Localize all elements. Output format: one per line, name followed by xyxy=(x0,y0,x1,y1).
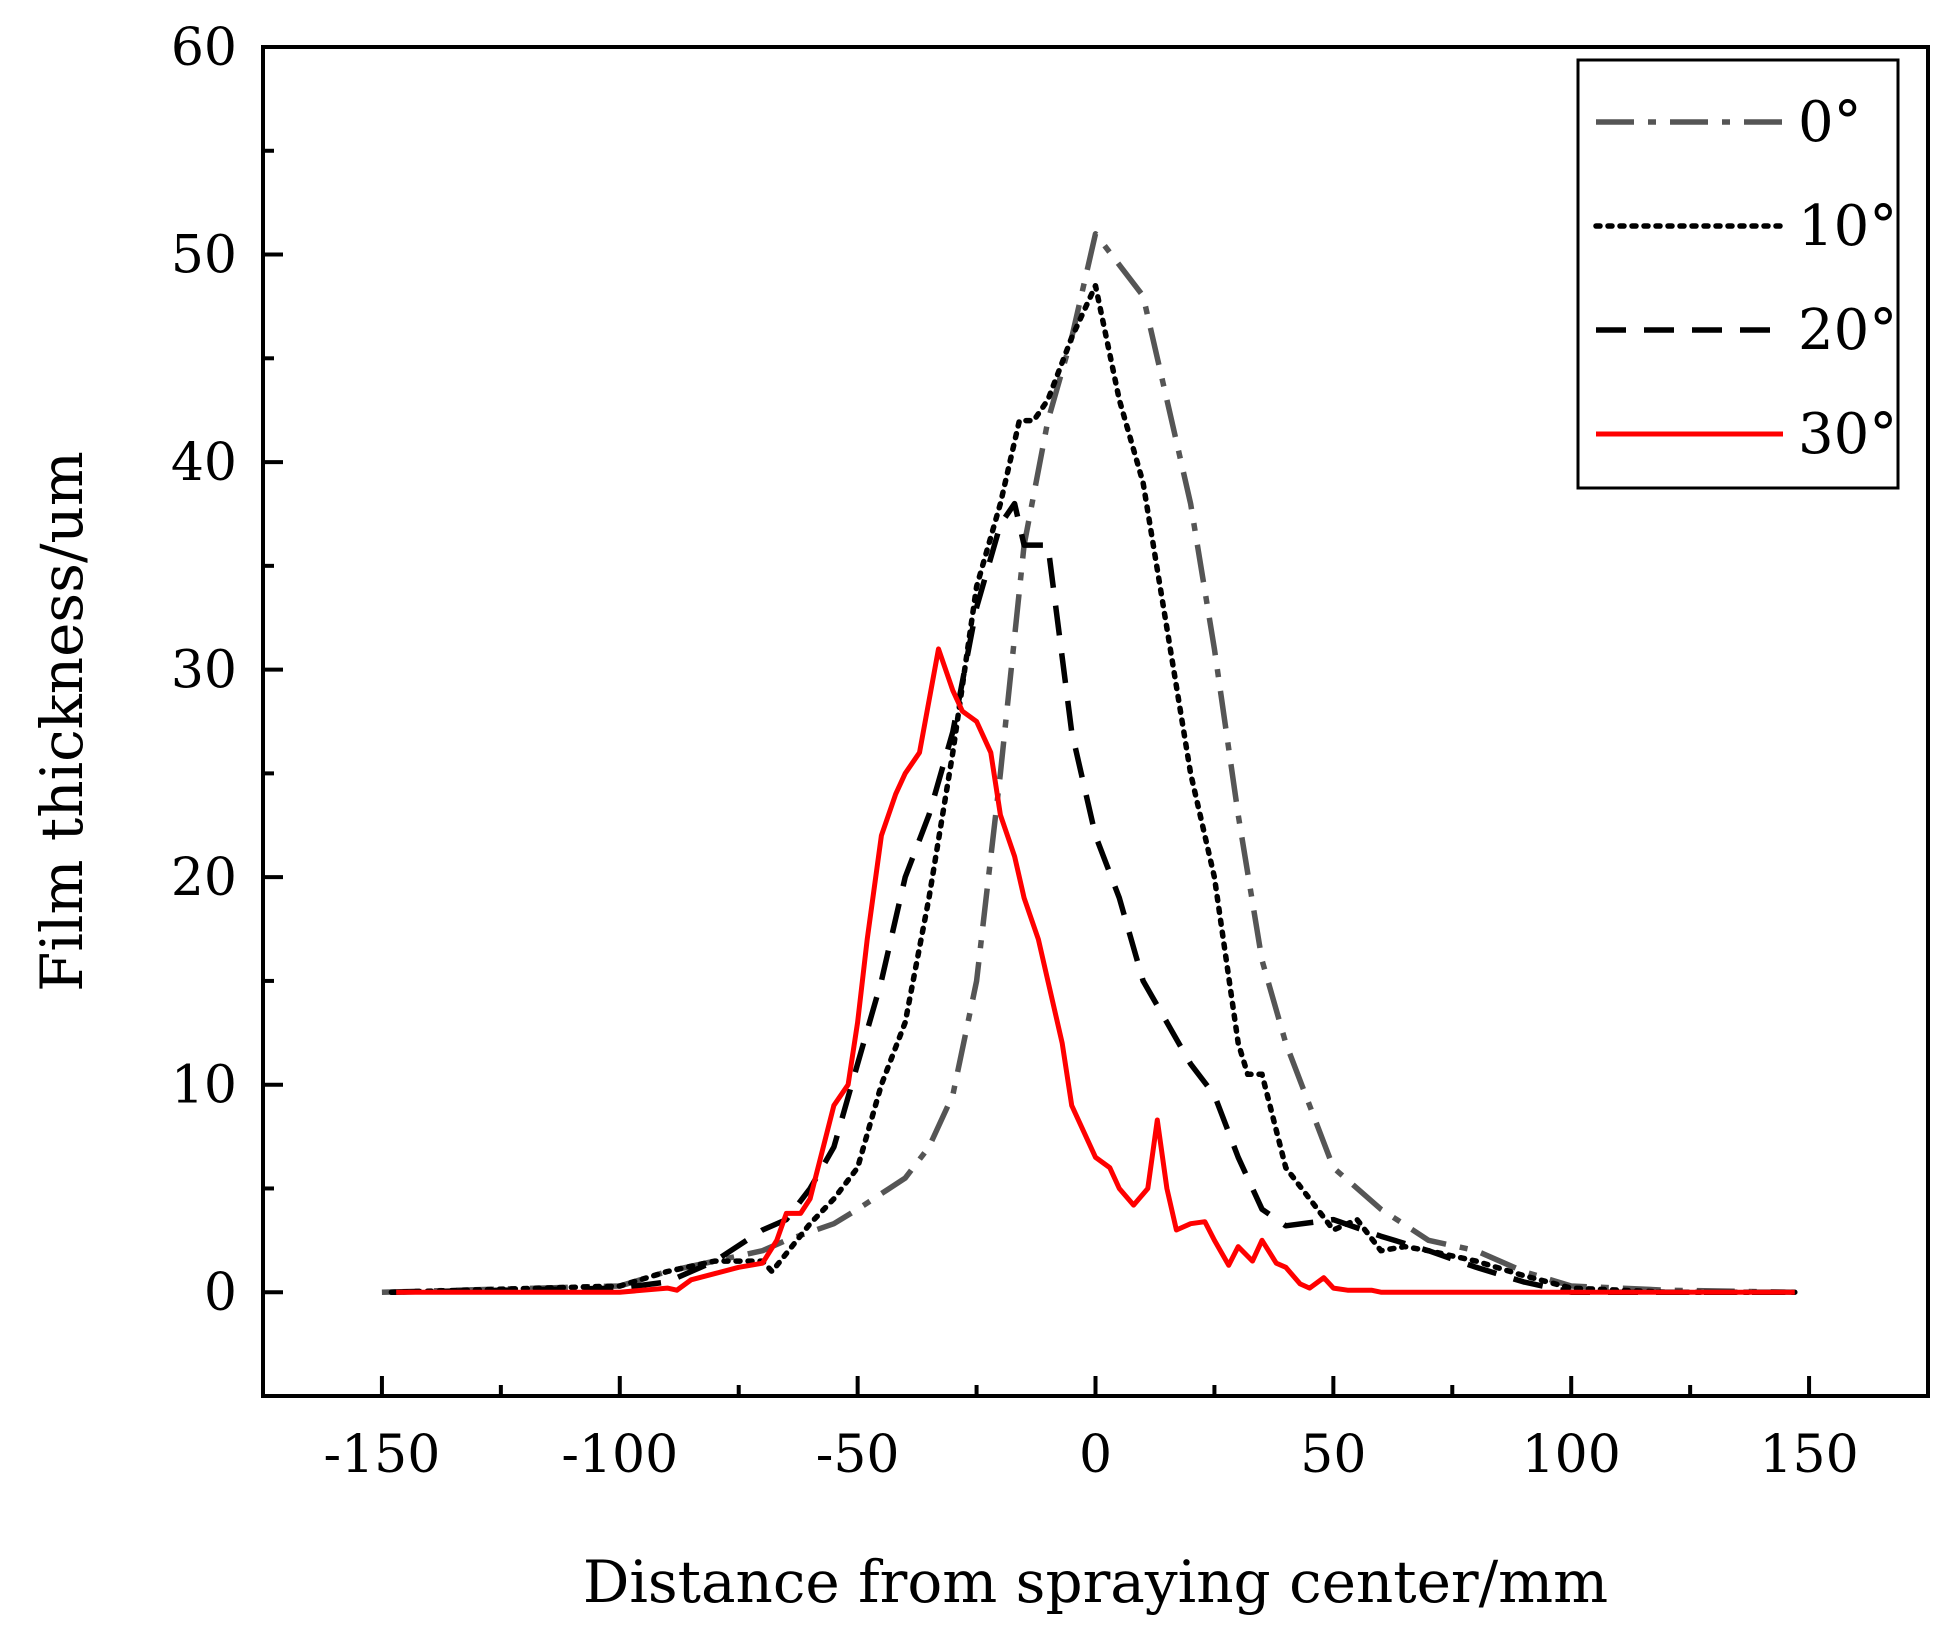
x-tick-label: 100 xyxy=(1522,1425,1621,1485)
x-tick-label: 50 xyxy=(1300,1425,1366,1485)
y-tick-label: 40 xyxy=(171,433,237,493)
legend-label-2: 20° xyxy=(1798,298,1897,363)
series-line-0 xyxy=(381,231,1795,1295)
legend: 0° 10° 20° 30° xyxy=(1576,58,1900,490)
y-tick-label: 20 xyxy=(171,848,237,908)
legend-label-1: 10° xyxy=(1798,194,1897,259)
series-line-1 xyxy=(388,282,1798,1295)
x-tick-label: -100 xyxy=(561,1425,678,1485)
y-axis-title: Film thickness/um xyxy=(28,451,96,992)
legend-label-3: 30° xyxy=(1798,402,1897,467)
x-tick-label: -50 xyxy=(816,1425,900,1485)
y-tick-label: 0 xyxy=(204,1263,237,1323)
series-layer xyxy=(381,231,1798,1295)
legend-label-0: 0° xyxy=(1798,90,1862,155)
series-line-2 xyxy=(391,500,1795,1295)
x-tick-label: 150 xyxy=(1759,1425,1858,1485)
series-line-3 xyxy=(396,646,1795,1295)
axes-layer: -150 -100 -50 0 50 100 150 0 10 20 30 40 50 60 xyxy=(171,18,1930,1485)
y-tick-label: 50 xyxy=(171,226,237,286)
x-tick-label: 0 xyxy=(1079,1425,1112,1485)
y-tick-label: 60 xyxy=(171,18,237,78)
y-tick-label: 10 xyxy=(171,1056,237,1116)
y-tick-label: 30 xyxy=(171,641,237,701)
x-tick-label: -150 xyxy=(324,1425,441,1485)
legend-box xyxy=(1576,58,1900,490)
x-axis-title: Distance from spraying center/mm xyxy=(583,1548,1608,1616)
